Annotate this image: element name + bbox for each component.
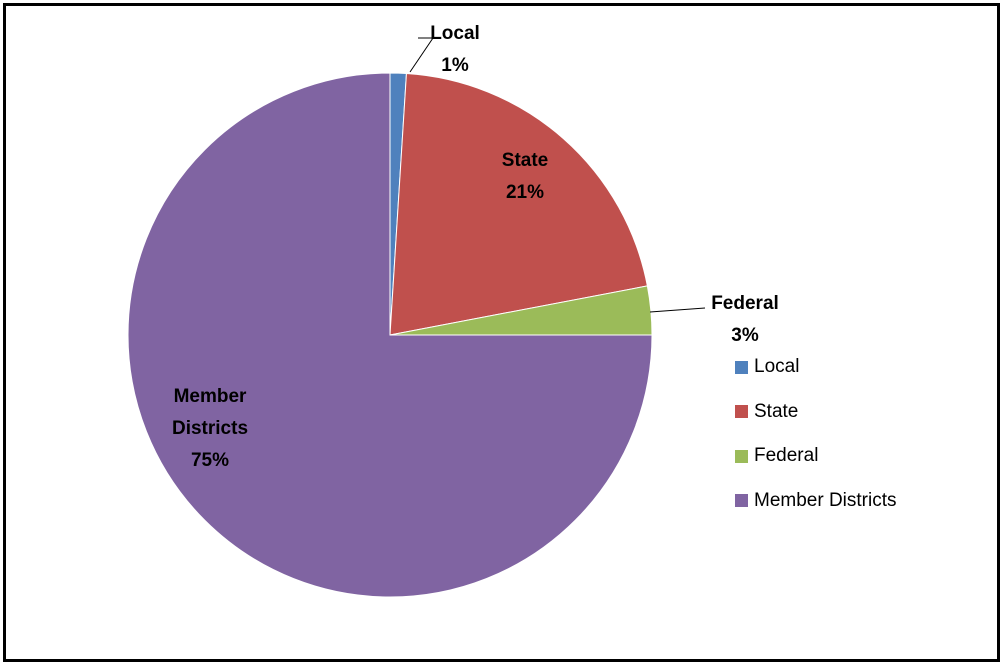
data-label: Federal 3% bbox=[680, 288, 810, 352]
chart-frame bbox=[3, 3, 1000, 662]
legend-item: State bbox=[735, 401, 798, 423]
legend-swatch bbox=[735, 494, 748, 507]
legend-label: Member Districts bbox=[754, 489, 897, 511]
legend-label: State bbox=[754, 400, 799, 422]
data-label-name: Member Districts bbox=[171, 386, 249, 439]
legend-label: Local bbox=[754, 356, 800, 377]
legend-item: Member Districts bbox=[735, 490, 897, 512]
data-label-value: 3% bbox=[731, 325, 759, 346]
data-label-name: State bbox=[501, 150, 549, 171]
legend-swatch bbox=[735, 405, 748, 418]
data-label-value: 21% bbox=[505, 182, 545, 203]
pie-slice bbox=[389, 72, 648, 336]
data-label: State 21% bbox=[460, 145, 590, 209]
data-label: Local 1% bbox=[390, 18, 520, 82]
data-label-value: 75% bbox=[190, 450, 230, 471]
pie-slice bbox=[127, 72, 653, 598]
legend-swatch bbox=[735, 449, 748, 463]
leader-line bbox=[409, 37, 434, 73]
leader-line bbox=[649, 307, 706, 313]
legend-swatch bbox=[735, 360, 748, 374]
data-label-name: Federal bbox=[711, 293, 779, 314]
legend-label: Federal bbox=[754, 445, 819, 466]
legend-item: Federal bbox=[735, 445, 818, 467]
data-label: Member Districts 75% bbox=[160, 381, 260, 477]
data-label-value: 1% bbox=[441, 55, 469, 76]
legend-item: Local bbox=[735, 356, 799, 378]
data-label-name: Local bbox=[430, 23, 480, 44]
